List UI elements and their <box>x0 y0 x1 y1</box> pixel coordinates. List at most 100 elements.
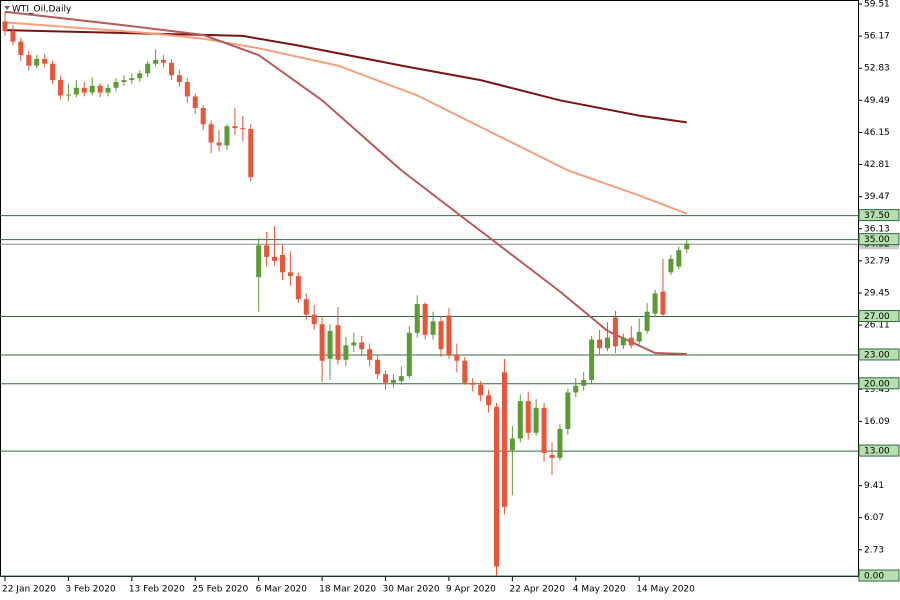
candle-body <box>295 276 301 300</box>
candle-body <box>406 332 412 377</box>
candle-body <box>470 382 476 385</box>
candle-body <box>628 337 634 346</box>
candle-body <box>430 321 436 335</box>
candle-body <box>327 330 333 359</box>
candle-body <box>438 321 444 350</box>
y-tick-label: 9.41 <box>864 481 884 491</box>
x-tick-label: 18 Mar 2020 <box>319 585 376 595</box>
candle-body <box>644 311 650 331</box>
candle-body <box>390 379 396 383</box>
candle-body <box>359 342 365 350</box>
candle-body <box>589 339 595 380</box>
candle-body <box>81 87 87 93</box>
candle-body <box>509 438 515 451</box>
y-tick-label: 2.73 <box>864 545 884 555</box>
candle-body <box>200 107 206 125</box>
candle-body <box>137 73 143 79</box>
level-label-box <box>858 209 900 222</box>
candle-body <box>97 85 103 93</box>
candle-body <box>660 291 666 315</box>
y-tick-label: 42.81 <box>864 160 890 170</box>
candle-body <box>121 80 127 82</box>
candle-body <box>89 85 95 93</box>
candle-body <box>367 349 373 360</box>
candle-body <box>208 124 214 143</box>
candle-body <box>145 63 151 74</box>
candle-body <box>494 406 500 567</box>
candle-body <box>597 339 603 349</box>
chart-title: WTI_Oil,Daily <box>12 5 72 15</box>
level-label: 0.00 <box>864 572 884 582</box>
y-tick-label: 6.07 <box>864 513 884 523</box>
level-label-box <box>858 377 900 390</box>
candle-body <box>216 142 222 146</box>
candle-body <box>34 58 40 66</box>
candle-body <box>478 384 484 396</box>
x-tick-label: 25 Feb 2020 <box>192 585 248 595</box>
candle-body <box>2 21 8 32</box>
candle-body <box>684 243 690 250</box>
plot-frame <box>0 0 859 577</box>
y-tick-label: 52.83 <box>864 64 890 74</box>
candle-body <box>65 94 71 96</box>
y-tick-label: 56.17 <box>864 32 890 42</box>
level-label-box <box>858 444 900 457</box>
candle-body <box>105 87 111 93</box>
candle-body <box>525 401 531 433</box>
x-tick-label: 14 May 2020 <box>636 585 695 595</box>
y-tick-label: 36.13 <box>864 224 890 234</box>
candle-body <box>184 81 190 97</box>
candle-body <box>192 96 198 108</box>
candle-body <box>652 293 658 314</box>
candle-body <box>113 81 119 88</box>
candle-body <box>168 62 174 76</box>
candle-body <box>264 245 270 257</box>
y-tick-label: 32.79 <box>864 256 890 266</box>
candle-body <box>26 55 32 66</box>
level-label-box <box>858 233 900 246</box>
candle-body <box>541 407 547 454</box>
candle-body <box>240 128 246 130</box>
candle-body <box>462 360 468 383</box>
candle-body <box>581 379 587 386</box>
level-label: 13.00 <box>864 447 890 457</box>
candle-body <box>57 80 63 96</box>
candle-body <box>398 376 404 381</box>
candle-body <box>42 58 48 64</box>
candle-body <box>161 59 167 63</box>
y-tick-label: 59.51 <box>864 0 890 10</box>
moving-average-line <box>4 21 688 215</box>
x-tick-label: 6 Mar 2020 <box>256 585 308 595</box>
level-label: 27.00 <box>864 312 890 322</box>
y-tick-label: 16.09 <box>864 417 890 427</box>
candle-body <box>676 250 682 267</box>
candle-body <box>375 359 381 375</box>
y-tick-label: 26.11 <box>864 321 890 331</box>
candle-body <box>383 374 389 383</box>
y-tick-label: 49.49 <box>864 96 890 106</box>
candle-body <box>18 41 24 56</box>
x-tick-label: 3 Feb 2020 <box>65 585 116 595</box>
candle-body <box>636 331 642 342</box>
x-tick-label: 9 Apr 2020 <box>446 585 496 595</box>
candle-body <box>517 401 523 439</box>
level-label-box <box>858 310 900 323</box>
candle-body <box>501 372 507 507</box>
candle-body <box>73 87 79 95</box>
candle-body <box>303 299 309 315</box>
candle-body <box>279 255 285 273</box>
candle-body <box>612 317 618 347</box>
y-tick-label: 19.43 <box>864 385 890 395</box>
candle-body <box>565 392 571 429</box>
candle-body <box>486 395 492 405</box>
candle-body <box>446 315 452 355</box>
x-tick-label: 4 May 2020 <box>573 585 626 595</box>
x-tick-label: 13 Feb 2020 <box>129 585 185 595</box>
candle-body <box>311 314 317 325</box>
candle-body <box>422 304 428 335</box>
level-label-box <box>858 569 900 582</box>
x-tick-label: 22 Jan 2020 <box>2 585 56 595</box>
candle-body <box>573 385 579 393</box>
candle-body <box>224 126 230 146</box>
